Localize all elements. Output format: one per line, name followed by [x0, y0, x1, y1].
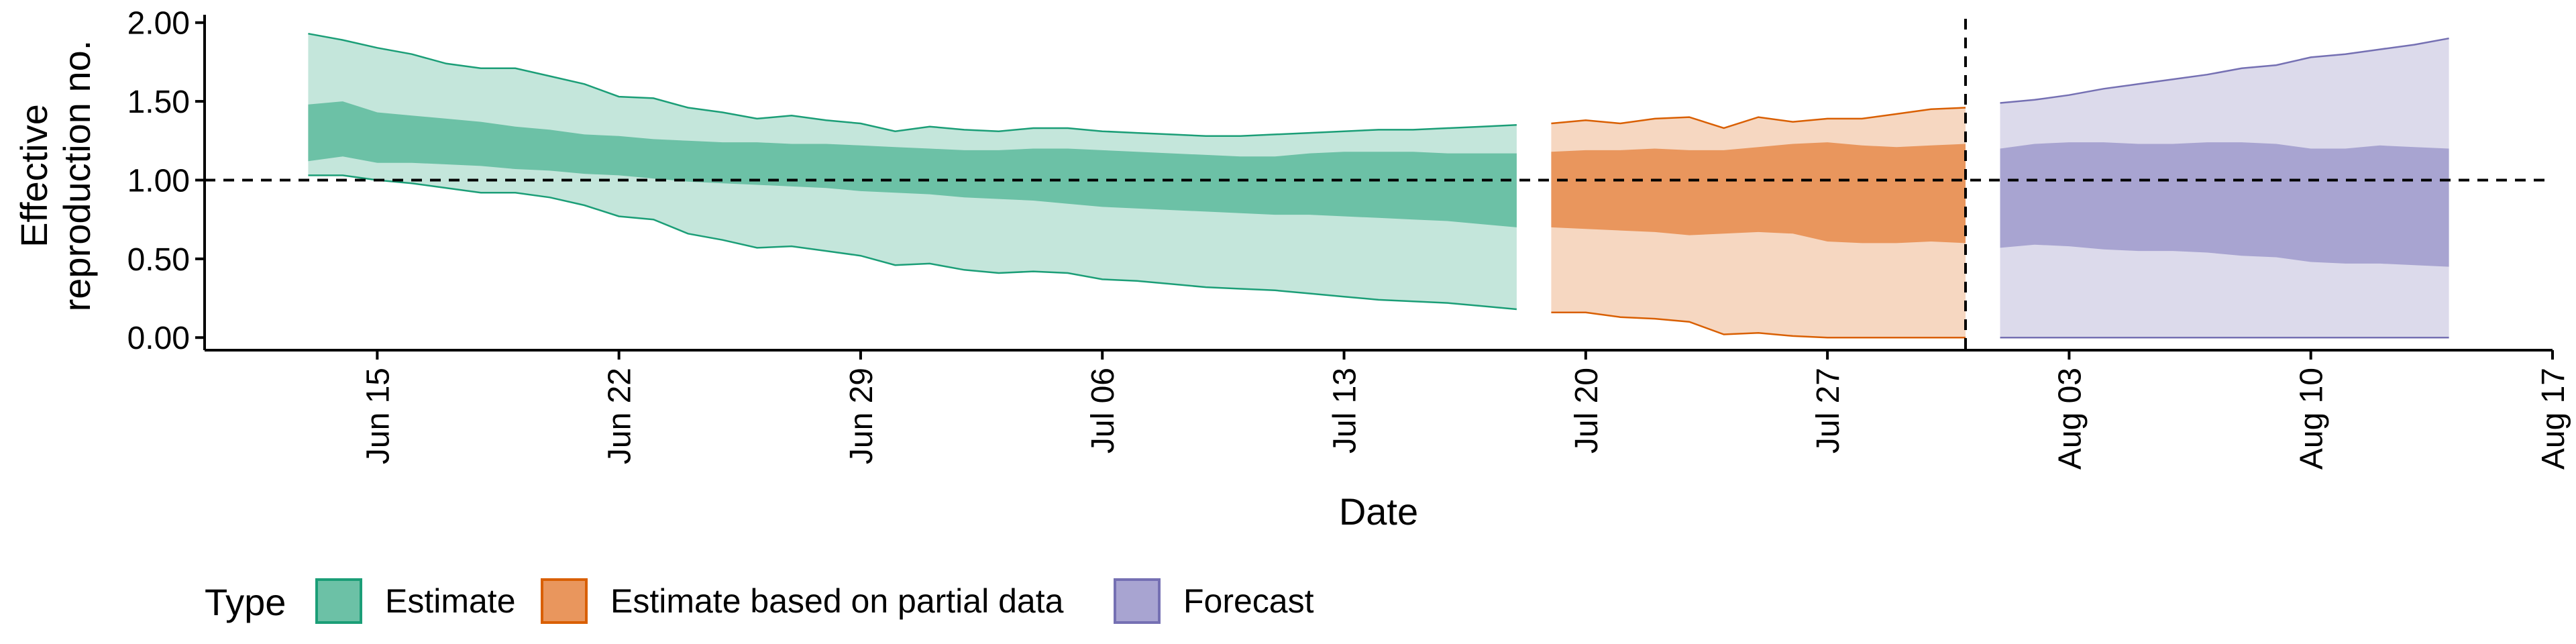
y-tick-label: 0.00	[127, 321, 190, 356]
legend-key-estimate	[315, 578, 362, 624]
y-axis-ticks: 0.00 0.50 1.00 1.50 2.00	[127, 6, 205, 356]
x-axis-ticks: Jun 15 Jun 22 Jun 29 Jul 06 Jul 13 Jul 20 Jul …	[360, 350, 2571, 470]
y-axis-title-line-2: reproduction no.	[56, 40, 98, 312]
legend-key-forecast	[1114, 578, 1161, 624]
x-tick-label: Jul 13	[1328, 368, 1363, 453]
y-axis-title-line-1: Effective	[13, 104, 55, 248]
estimate-upper-edge	[308, 32, 1517, 138]
y-tick-label: 2.00	[127, 6, 190, 42]
x-tick-label: Jul 27	[1811, 368, 1846, 453]
forecast-upper-edge	[2000, 37, 2449, 104]
legend-label-forecast: Forecast	[1183, 582, 1314, 620]
forecast-band-50	[2000, 142, 2449, 267]
legend-key-estimate-based-on-partial-data	[541, 578, 588, 624]
x-axis-title: Date	[1339, 490, 1418, 533]
estimate-based-on-partial-data-lower-edge	[1551, 311, 1966, 339]
x-tick-label: Jun 15	[360, 368, 396, 464]
estimate-based-on-partial-data-upper-edge	[1551, 107, 1966, 129]
x-tick-label: Jul 06	[1085, 368, 1121, 453]
x-tick-label: Aug 03	[2052, 368, 2088, 470]
y-tick-label: 1.50	[127, 85, 190, 120]
estimate-band-50	[308, 101, 1517, 227]
chart-bands	[308, 32, 2449, 339]
x-tick-label: Jun 22	[602, 368, 638, 464]
x-tick-label: Aug 10	[2294, 368, 2330, 470]
y-tick-label: 0.50	[127, 242, 190, 278]
x-tick-label: Jul 20	[1569, 368, 1605, 453]
estimate-lower-edge	[308, 174, 1517, 311]
x-tick-label: Aug 17	[2536, 368, 2571, 470]
y-axis-title: Effective reproduction no.	[13, 40, 98, 312]
legend: Type Estimate Estimate based on partial d…	[205, 578, 1314, 624]
legend-label-estimate: Estimate	[385, 582, 516, 620]
legend-label-estimate-based-on-partial-data: Estimate based on partial data	[610, 582, 1064, 620]
estimate-based-on-partial-data-band-50	[1551, 142, 1966, 244]
chart-axes	[203, 15, 2553, 352]
x-tick-label: Jun 29	[844, 368, 879, 464]
reference-lines	[205, 19, 2553, 350]
legend-title: Type	[205, 581, 286, 623]
y-tick-label: 1.00	[127, 163, 190, 199]
